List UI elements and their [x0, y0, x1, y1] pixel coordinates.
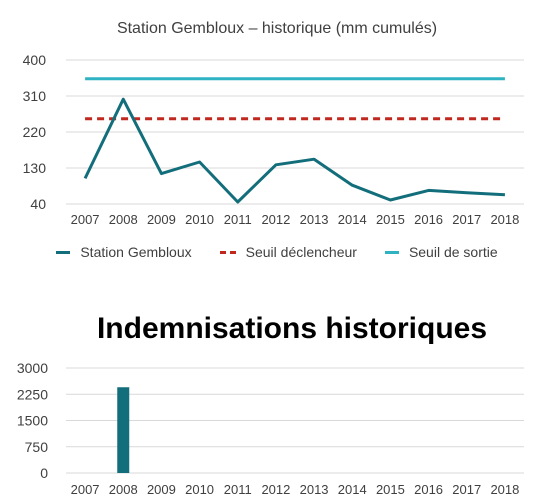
line-chart-x-tick: 2018 — [490, 212, 519, 227]
bar-chart-y-tick: 3000 — [17, 360, 48, 376]
bar-chart-x-tick: 2016 — [414, 482, 443, 497]
bar-chart-x-tick: 2018 — [490, 482, 519, 497]
legend-item-station: Station Gembloux — [56, 244, 192, 260]
line-chart-x-tick: 2013 — [300, 212, 329, 227]
legend-swatch-seuil-declencheur — [219, 250, 236, 254]
bar-chart-x-tick: 2007 — [71, 482, 100, 497]
line-chart-y-tick: 310 — [23, 88, 47, 104]
line-chart-y-tick: 130 — [23, 160, 47, 176]
legend-item-seuil-declencheur: Seuil déclencheur — [219, 244, 357, 260]
bar-chart-x-tick: 2013 — [300, 482, 329, 497]
legend-swatch-seuil-sortie — [384, 250, 399, 254]
line-chart-x-tick: 2014 — [338, 212, 367, 227]
legend-label-seuil-sortie: Seuil de sortie — [408, 244, 498, 260]
legend-swatch-station — [56, 250, 71, 254]
bar-chart-x-tick: 2011 — [224, 482, 252, 497]
line-chart-x-tick: 2011 — [224, 212, 252, 227]
line-chart-x-tick: 2008 — [109, 212, 138, 227]
line-chart-x-tick: 2009 — [147, 212, 176, 227]
bar-chart-x-tick: 2012 — [261, 482, 290, 497]
line-chart-x-tick: 2015 — [376, 212, 405, 227]
line-chart-x-tick: 2012 — [261, 212, 290, 227]
line-chart-x-tick: 2007 — [71, 212, 100, 227]
bar-chart-x-tick: 2015 — [376, 482, 405, 497]
bar-chart-x-tick: 2017 — [452, 482, 481, 497]
bar-chart-y-tick: 750 — [25, 439, 49, 455]
legend-label-station: Station Gembloux — [80, 244, 192, 260]
bar-chart: 3000 2250 1500 750 0 2007 2008 2009 2010 2011 201… — [17, 360, 524, 497]
line-chart-x-tick: 2016 — [414, 212, 443, 227]
line-chart-x-tick: 2010 — [185, 212, 214, 227]
bar-2008 — [117, 387, 130, 473]
line-chart-y-tick: 220 — [23, 124, 47, 140]
bar-chart-x-tick: 2008 — [109, 482, 138, 497]
series-line-station-gembloux — [83, 97, 505, 204]
bar-chart-y-tick: 1500 — [17, 413, 48, 429]
bar-chart-y-tick: 2250 — [17, 386, 48, 402]
line-chart-legend: Station Gembloux Seuil déclencheur Seuil… — [0, 244, 554, 260]
legend-item-seuil-sortie: Seuil de sortie — [384, 244, 498, 260]
line-chart-y-tick: 40 — [30, 196, 46, 212]
line-chart-title: Station Gembloux – historique (mm cumulé… — [116, 20, 438, 37]
line-chart-y-tick: 400 — [23, 52, 47, 68]
bar-chart-x-tick: 2010 — [185, 482, 214, 497]
bar-chart-title: Indemnisations historiques — [96, 312, 488, 345]
line-chart-x-tick: 2017 — [452, 212, 481, 227]
bar-chart-x-tick: 2014 — [338, 482, 367, 497]
line-chart: 400 310 220 130 40 2007 2008 2009 2010 2011 2012 2… — [23, 52, 524, 227]
legend-label-seuil-declencheur: Seuil déclencheur — [245, 244, 357, 260]
bar-chart-x-tick: 2009 — [147, 482, 176, 497]
bar-chart-y-tick: 0 — [40, 465, 48, 481]
